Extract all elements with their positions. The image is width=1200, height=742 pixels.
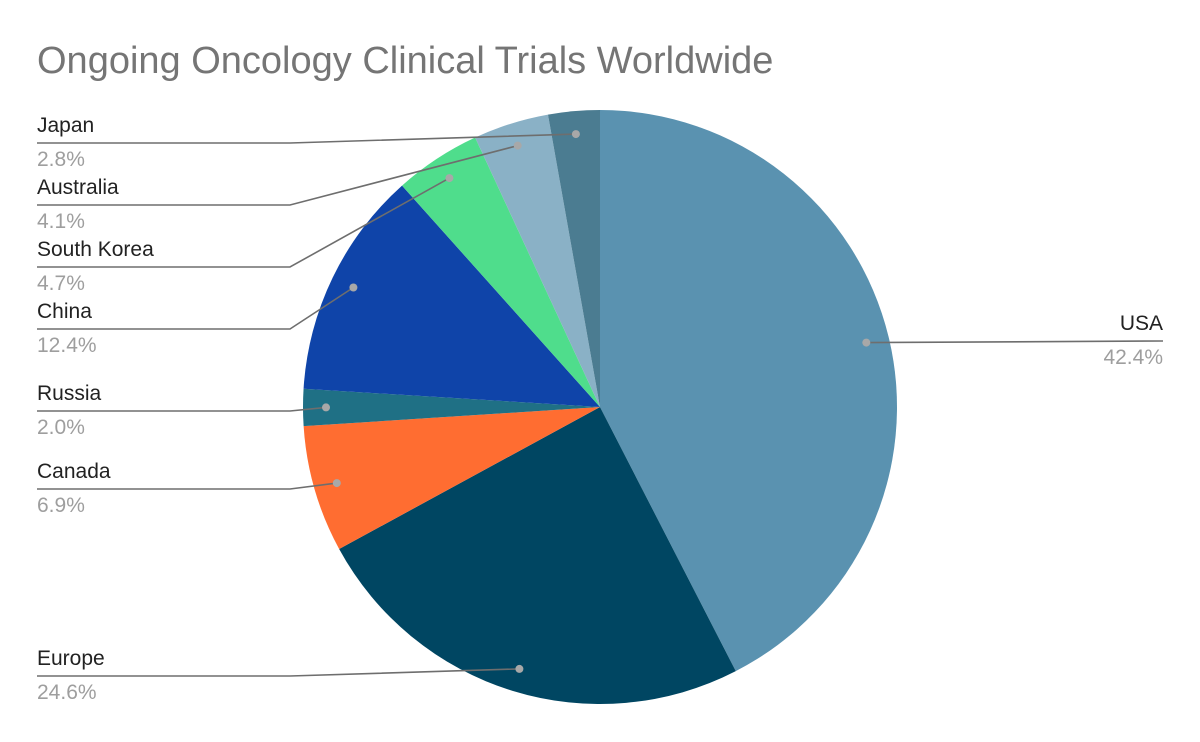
- slice-value-canada: 6.9%: [37, 494, 85, 517]
- leader-line-south-korea: [37, 177, 450, 268]
- leader-dot-canada: [332, 479, 341, 488]
- leader-dot-china: [349, 283, 358, 292]
- pie-slice-usa: [600, 110, 897, 672]
- slice-label-south-korea: South Korea: [37, 238, 154, 261]
- leader-line-europe: [37, 668, 520, 677]
- slice-label-russia: Russia: [37, 382, 102, 405]
- leader-line-japan: [37, 133, 576, 144]
- pie-slice-japan: [547, 109, 600, 407]
- slice-label-australia: Australia: [37, 176, 119, 199]
- leader-dot-europe: [515, 664, 524, 673]
- leader-line-australia: [37, 144, 518, 206]
- leader-dot-south-korea: [445, 174, 454, 183]
- slice-value-south-korea: 4.7%: [37, 272, 85, 295]
- leader-dot-australia: [513, 141, 522, 150]
- leader-dot-russia: [322, 403, 330, 412]
- leader-line-canada: [37, 482, 337, 490]
- leader-line-china: [37, 286, 354, 330]
- pie-slice-europe: [339, 407, 736, 704]
- pie-slice-australia: [475, 114, 600, 407]
- pie-slice-china: [303, 185, 600, 407]
- leader-line-usa: [866, 340, 1164, 344]
- chart-title: Ongoing Oncology Clinical Trials Worldwi…: [37, 40, 774, 82]
- slice-label-canada: Canada: [37, 460, 111, 483]
- slice-label-europe: Europe: [37, 647, 105, 670]
- slice-value-australia: 4.1%: [37, 210, 85, 233]
- slice-label-china: China: [37, 300, 92, 323]
- leader-dot-usa: [862, 338, 871, 347]
- pie-slice-south-korea: [402, 137, 600, 407]
- slice-value-japan: 2.8%: [37, 148, 85, 171]
- slice-label-japan: Japan: [37, 114, 94, 137]
- pie-slice-canada: [303, 407, 600, 549]
- leader-line-russia: [37, 406, 327, 412]
- slice-value-europe: 24.6%: [37, 681, 97, 704]
- slice-value-russia: 2.0%: [37, 416, 85, 439]
- slice-value-china: 12.4%: [37, 334, 97, 357]
- leader-dot-japan: [571, 130, 580, 139]
- slice-value-usa: 42.4%: [1103, 346, 1163, 369]
- pie-slice-russia: [303, 388, 600, 427]
- slice-label-usa: USA: [1120, 312, 1163, 335]
